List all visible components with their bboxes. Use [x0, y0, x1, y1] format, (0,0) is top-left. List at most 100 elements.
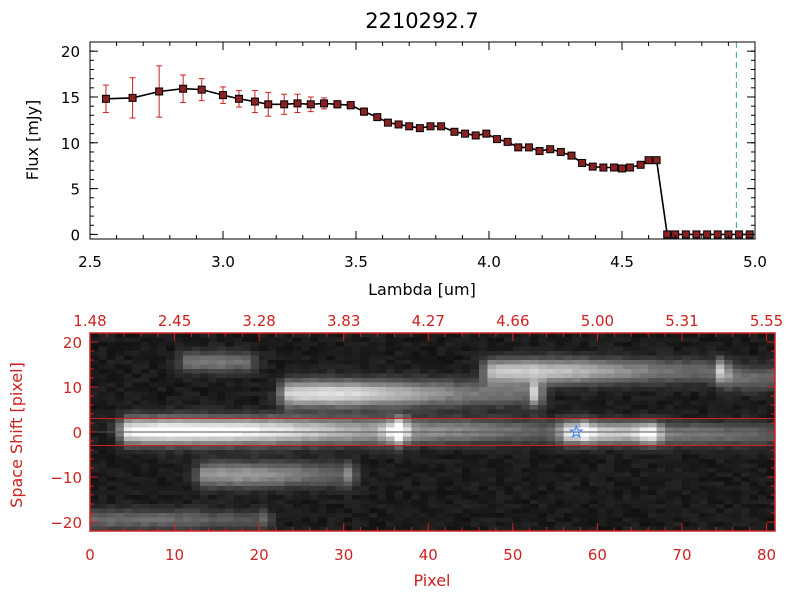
- heatmap-cell: [588, 391, 598, 397]
- heatmap-cell: [656, 355, 666, 361]
- heatmap-cell: [529, 418, 539, 424]
- heatmap-cell: [369, 472, 378, 478]
- heatmap-cell: [453, 400, 463, 406]
- heatmap-cell: [419, 441, 429, 446]
- heatmap-cell: [572, 418, 581, 424]
- heatmap-cell: [335, 342, 345, 347]
- heatmap-cell: [622, 423, 632, 428]
- heatmap-cell: [665, 436, 674, 442]
- heatmap-cell: [377, 513, 387, 518]
- x-tick-label: 20: [250, 546, 269, 564]
- heatmap-cell: [394, 427, 404, 433]
- heatmap-cell: [665, 378, 674, 383]
- heatmap-cell: [419, 481, 429, 487]
- heatmap-cell: [690, 472, 700, 478]
- top-wavelength-label: 3.28: [242, 312, 275, 330]
- heatmap-cell: [98, 423, 108, 428]
- heatmap-cell: [326, 463, 336, 469]
- heatmap-cell: [166, 445, 175, 451]
- heatmap-cell: [276, 477, 285, 482]
- heatmap-cell: [123, 391, 133, 397]
- heatmap-cell: [225, 436, 235, 442]
- heatmap-cell: [479, 427, 488, 433]
- heatmap-cell: [394, 463, 404, 469]
- heatmap-cell: [276, 459, 285, 464]
- heatmap-cell: [90, 477, 99, 482]
- heatmap-cell: [631, 423, 641, 428]
- heatmap-cell: [292, 391, 302, 397]
- heatmap-cell: [563, 414, 573, 419]
- heatmap-cell: [749, 517, 759, 523]
- heatmap-cell: [140, 337, 150, 343]
- heatmap-cell: [588, 459, 598, 464]
- heatmap-cell: [588, 472, 598, 478]
- heatmap-cell: [157, 454, 167, 460]
- heatmap-cell: [132, 387, 142, 392]
- heatmap-cell: [631, 459, 641, 464]
- heatmap-cell: [225, 378, 235, 383]
- heatmap-cell: [563, 427, 573, 433]
- top-wavelength-label: 2.45: [158, 312, 191, 330]
- heatmap-cell: [656, 495, 666, 500]
- heatmap-cell: [242, 459, 252, 464]
- heatmap-cell: [284, 459, 294, 464]
- heatmap-cell: [749, 436, 759, 442]
- heatmap-cell: [614, 391, 624, 397]
- heatmap-cell: [487, 526, 497, 532]
- heatmap-cell: [529, 427, 539, 433]
- heatmap-cell: [495, 441, 505, 446]
- heatmap-cell: [622, 432, 632, 437]
- heatmap-cell: [622, 351, 632, 356]
- heatmap-cell: [132, 459, 142, 464]
- heatmap-cell: [140, 445, 150, 451]
- heatmap-cell: [504, 373, 514, 379]
- heatmap-cell: [605, 463, 615, 469]
- heatmap-cell: [766, 342, 776, 347]
- heatmap-cell: [698, 369, 708, 374]
- heatmap-cell: [123, 360, 133, 365]
- heatmap-cell: [462, 441, 471, 446]
- heatmap-cell: [445, 468, 455, 473]
- heatmap-cell: [166, 364, 175, 370]
- heatmap-cell: [191, 499, 201, 505]
- heatmap-cell: [453, 441, 463, 446]
- heatmap-cell: [749, 355, 759, 361]
- heatmap-cell: [555, 504, 564, 509]
- heatmap-cell: [242, 405, 252, 410]
- heatmap-cell: [597, 337, 607, 343]
- heatmap-cell: [741, 499, 751, 505]
- heatmap-cell: [724, 405, 734, 410]
- heatmap-cell: [504, 414, 514, 419]
- heatmap-cell: [690, 481, 700, 487]
- heatmap-cell: [301, 508, 311, 514]
- heatmap-cell: [90, 459, 99, 464]
- heatmap-cell: [411, 441, 421, 446]
- heatmap-cell: [208, 463, 218, 469]
- heatmap-cell: [343, 472, 353, 478]
- heatmap-cell: [183, 526, 192, 532]
- heatmap-cell: [504, 490, 514, 496]
- heatmap-cell: [115, 427, 125, 433]
- heatmap-cell: [360, 364, 370, 370]
- heatmap-cell: [343, 486, 353, 491]
- heatmap-cell: [707, 342, 717, 347]
- heatmap-cell: [766, 522, 776, 527]
- heatmap-cell: [149, 369, 159, 374]
- heatmap-cell: [732, 432, 742, 437]
- heatmap-cell: [98, 364, 108, 370]
- heatmap-cell: [690, 508, 700, 514]
- heatmap-cell: [360, 355, 370, 361]
- heatmap-cell: [166, 522, 175, 527]
- heatmap-cell: [665, 364, 674, 370]
- heatmap-cell: [487, 373, 497, 379]
- heatmap-cell: [259, 337, 268, 343]
- heatmap-cell: [199, 495, 209, 500]
- heatmap-cell: [462, 378, 471, 383]
- heatmap-cell: [106, 346, 116, 352]
- heatmap-cell: [309, 445, 319, 451]
- heatmap-cell: [597, 342, 607, 347]
- heatmap-cell: [132, 513, 142, 518]
- heatmap-cell: [369, 526, 378, 532]
- heatmap-cell: [90, 351, 99, 356]
- heatmap-cell: [749, 441, 759, 446]
